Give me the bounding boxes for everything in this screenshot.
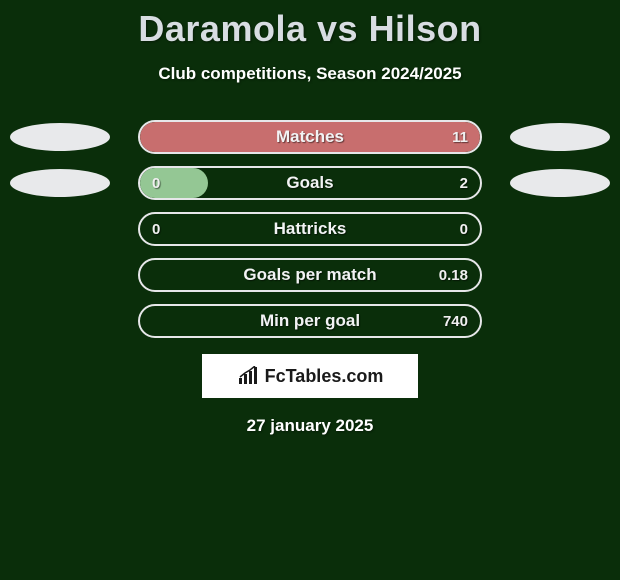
stat-value-right: 0 (460, 221, 468, 238)
stat-value-right: 0.18 (439, 267, 468, 284)
stat-label: Goals (140, 173, 480, 193)
page-title: Daramola vs Hilson (0, 0, 620, 50)
vs-text: vs (317, 8, 358, 49)
photo-placeholder-right (510, 123, 610, 151)
stat-label: Goals per match (140, 265, 480, 285)
photo-placeholder-right (510, 169, 610, 197)
footer-date: 27 january 2025 (0, 416, 620, 436)
logo-box[interactable]: FcTables.com (202, 354, 418, 398)
stat-bar: 0Goals2 (138, 166, 482, 200)
stat-row: Min per goal740 (0, 304, 620, 338)
subtitle: Club competitions, Season 2024/2025 (0, 64, 620, 84)
photo-placeholder-left (10, 123, 110, 151)
stat-bar: 0Hattricks0 (138, 212, 482, 246)
stat-label: Matches (140, 127, 480, 147)
stat-bar: Goals per match0.18 (138, 258, 482, 292)
stat-bar: Min per goal740 (138, 304, 482, 338)
chart-icon (237, 366, 261, 386)
player-left-name: Daramola (138, 8, 306, 49)
logo-text: FcTables.com (265, 366, 384, 387)
stat-value-right: 2 (460, 175, 468, 192)
player-right-name: Hilson (369, 8, 482, 49)
stat-row: Goals per match0.18 (0, 258, 620, 292)
stat-row: Matches11 (0, 120, 620, 154)
stat-value-right: 11 (452, 129, 468, 146)
stat-row: 0Goals2 (0, 166, 620, 200)
stat-label: Hattricks (140, 219, 480, 239)
photo-placeholder-left (10, 169, 110, 197)
stat-label: Min per goal (140, 311, 480, 331)
stat-value-right: 740 (443, 313, 468, 330)
stats-area: Matches110Goals20Hattricks0Goals per mat… (0, 120, 620, 338)
stat-row: 0Hattricks0 (0, 212, 620, 246)
stat-bar: Matches11 (138, 120, 482, 154)
